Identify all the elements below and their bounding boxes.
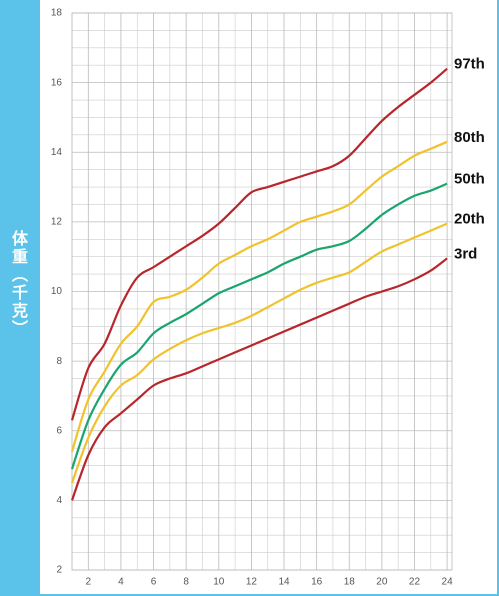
line [70, 222, 448, 484]
y-tick-label: 14 [51, 147, 63, 158]
x-tick-label: 18 [344, 577, 356, 588]
y-tick-label: 10 [51, 286, 63, 297]
series-label: 80th [454, 129, 485, 146]
y-tick-label: 4 [56, 495, 62, 506]
y-tick-label: 18 [51, 8, 63, 19]
line [70, 67, 448, 421]
y-axis-label: 体重（千克） [9, 230, 28, 338]
x-tick-label: 10 [213, 577, 225, 588]
line [70, 257, 448, 501]
x-tick-label: 22 [409, 577, 421, 588]
y-tick-label: 6 [56, 425, 62, 436]
y-tick-label: 2 [56, 565, 62, 576]
x-tick-label: 8 [183, 577, 189, 588]
series-label: 3rd [454, 245, 477, 262]
x-tick-label: 2 [86, 577, 92, 588]
x-tick-label: 16 [311, 577, 323, 588]
y-tick-label: 12 [51, 217, 63, 228]
series-label: 20th [454, 211, 485, 228]
x-tick-label: 24 [442, 577, 454, 588]
y-tick-label: 16 [51, 77, 63, 88]
line [70, 182, 448, 470]
x-tick-label: 14 [278, 577, 290, 588]
x-tick-label: 4 [118, 577, 124, 588]
plot-border [71, 12, 453, 571]
series-label: 50th [454, 171, 485, 188]
x-tick-label: 20 [376, 577, 388, 588]
plot-panel [40, 0, 497, 594]
x-tick-label: 6 [151, 577, 157, 588]
y-tick-label: 8 [56, 356, 62, 367]
series-label: 97th [454, 56, 485, 73]
x-tick-label: 12 [246, 577, 258, 588]
line [70, 140, 448, 452]
